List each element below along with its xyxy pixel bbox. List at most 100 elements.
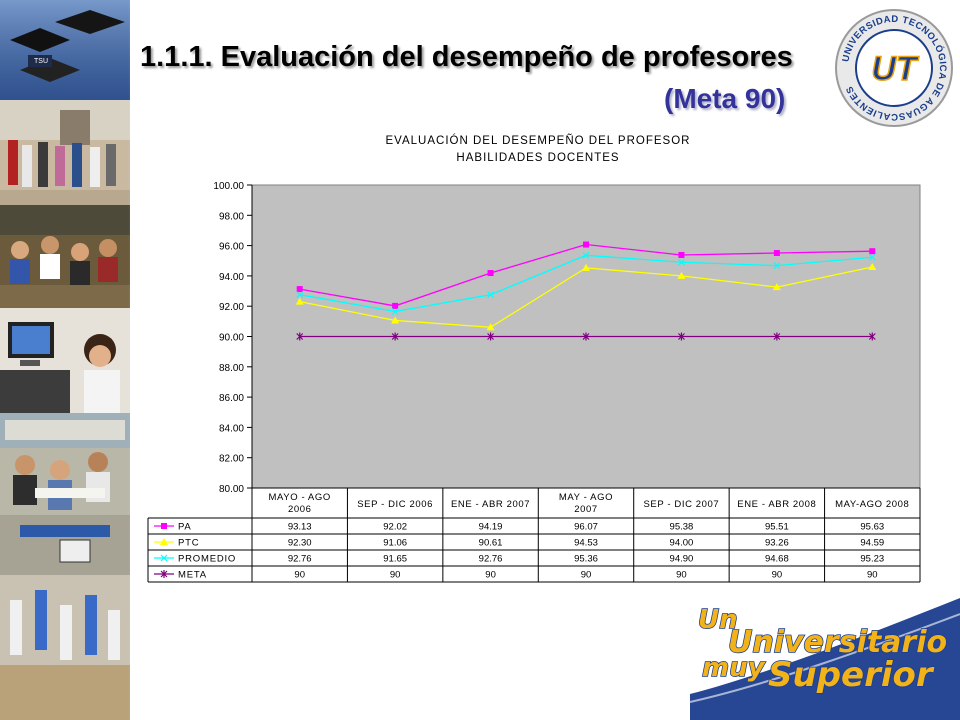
series-ptc [295,262,877,331]
y-tick-label: 80.00 [219,484,244,495]
data-point-marker [160,570,168,578]
legend-series-name: META [178,570,207,581]
table-cell-value: 90 [581,570,592,581]
table-cell-value: 94.19 [479,522,503,533]
table-cell-value: 93.13 [288,522,312,533]
data-point-marker [773,262,781,270]
photo-strip: TSU [0,0,130,720]
graduation-caps-photo: TSU [0,0,130,100]
slogan-swoosh [690,598,960,720]
basketball-photo [0,515,130,720]
table-cell-value: 90 [390,570,401,581]
table-cell-value: 90 [772,570,783,581]
data-point-marker [391,316,400,324]
slogan-word-universitario: Universitario [728,625,947,660]
table-cell-value: 94.68 [765,554,789,565]
table-cell-value: 92.76 [479,554,503,565]
table-row: PA 93.13 92.02 94.19 96.07 95.38 95.51 95.63 [154,522,884,533]
data-point-marker [487,332,494,341]
study-group-photo [0,413,130,515]
table-cell-value: 94.59 [860,538,884,549]
slide-title: 1.1.1. Evaluación del desempeño de profe… [140,41,793,73]
data-point-marker [296,332,304,341]
legend-series-name: PROMEDIO [178,554,236,565]
data-point-marker [677,271,686,279]
table-cell-value: 95.51 [765,522,789,533]
series-promedio [296,251,876,315]
table-cell-value: 94.53 [574,538,598,549]
data-point-marker [868,262,877,270]
data-point-marker [582,332,590,341]
y-tick-label: 96.00 [219,242,244,253]
table-cell-value: 96.07 [574,522,598,533]
slogan-logo: Un Universitario muy Superior [690,598,960,720]
table-cell-value: 94.00 [670,538,694,549]
series-meta [296,332,876,341]
data-point-marker [160,554,168,562]
data-point-marker [296,291,304,299]
computer-lab-photo [0,308,130,413]
y-tick-label: 86.00 [219,393,244,404]
chart-title: EVALUACIÓN DEL DESEMPEÑO DEL PROFESOR [386,134,691,147]
seal-monogram: UT [871,50,920,88]
slogan-word-un: Un [698,605,738,635]
students-walking-photo [0,100,130,205]
data-point-marker [773,250,780,257]
data-point-marker [392,302,399,309]
table-cell-value: 90 [867,570,878,581]
y-tick-label: 82.00 [219,454,244,465]
x-category-label: ENE - ABR 2007 [451,499,530,510]
data-point-marker [391,332,399,341]
legend-series-name: PA [178,522,192,533]
table-cell-value: 93.26 [765,538,789,549]
table-cell-value: 91.65 [383,554,407,565]
legend-series-name: PTC [178,538,199,549]
data-point-marker [678,251,685,258]
chart-subtitle: HABILIDADES DOCENTES [456,152,619,164]
data-point-marker [773,332,781,341]
data-point-marker [487,270,494,277]
svg-text:TSU: TSU [34,58,48,65]
table-cell-value: 92.30 [288,538,312,549]
data-point-marker [295,297,304,305]
classroom-photo [0,205,130,308]
table-cell-value: 94.90 [670,554,694,565]
table-cell-value: 90.61 [479,538,503,549]
y-tick-label: 84.00 [219,423,244,434]
data-point-marker [161,523,167,529]
table-cell-value: 95.36 [574,554,598,565]
table-row: PROMEDIO 92.76 91.65 92.76 95.36 94.90 94.68 95… [154,554,884,565]
table-cell-value: 90 [676,570,687,581]
data-point-marker [868,253,876,261]
table-cell-value: 92.76 [288,554,312,565]
y-tick-label: 90.00 [219,333,244,344]
x-category-label: MAY-AGO 2008 [835,499,909,510]
data-point-marker [583,241,589,248]
table-row: META 90 90 90 90 90 90 90 [154,570,878,581]
table-cell-value: 90 [485,570,496,581]
data-point-marker [296,286,303,293]
table-cell-value: 95.23 [860,554,884,565]
y-axis: 80.00 82.00 84.00 86.00 88.00 90.00 92.00 94.00… [213,181,253,495]
line-chart: EVALUACIÓN DEL DESEMPEÑO DEL PROFESOR HA… [147,134,921,583]
data-point-marker [160,538,168,545]
y-tick-label: 98.00 [219,211,244,222]
x-category-label: MAYO - AGO [269,492,331,503]
series-layer [295,241,877,341]
x-category-label: SEP - DIC 2006 [357,499,433,510]
x-category-label: 2007 [574,504,598,515]
slogan-word-muy: muy [702,653,766,683]
table-row: PTC 92.30 91.06 90.61 94.53 94.00 93.26 94.59 [154,538,884,549]
y-tick-label: 88.00 [219,363,244,374]
x-category-label: ENE - ABR 2008 [737,499,816,510]
data-point-marker [678,258,685,266]
series-pa [296,241,876,309]
data-point-marker [582,263,590,271]
data-point-marker [391,308,399,315]
data-point-marker [868,332,876,341]
data-point-marker [486,323,495,331]
university-seal-logo: UNIVERSIDAD TECNOLÓGICA DE AGUASCALIENTE… [835,9,953,127]
y-tick-label: 94.00 [219,272,244,283]
slide-subtitle: (Meta 90) [664,83,786,114]
